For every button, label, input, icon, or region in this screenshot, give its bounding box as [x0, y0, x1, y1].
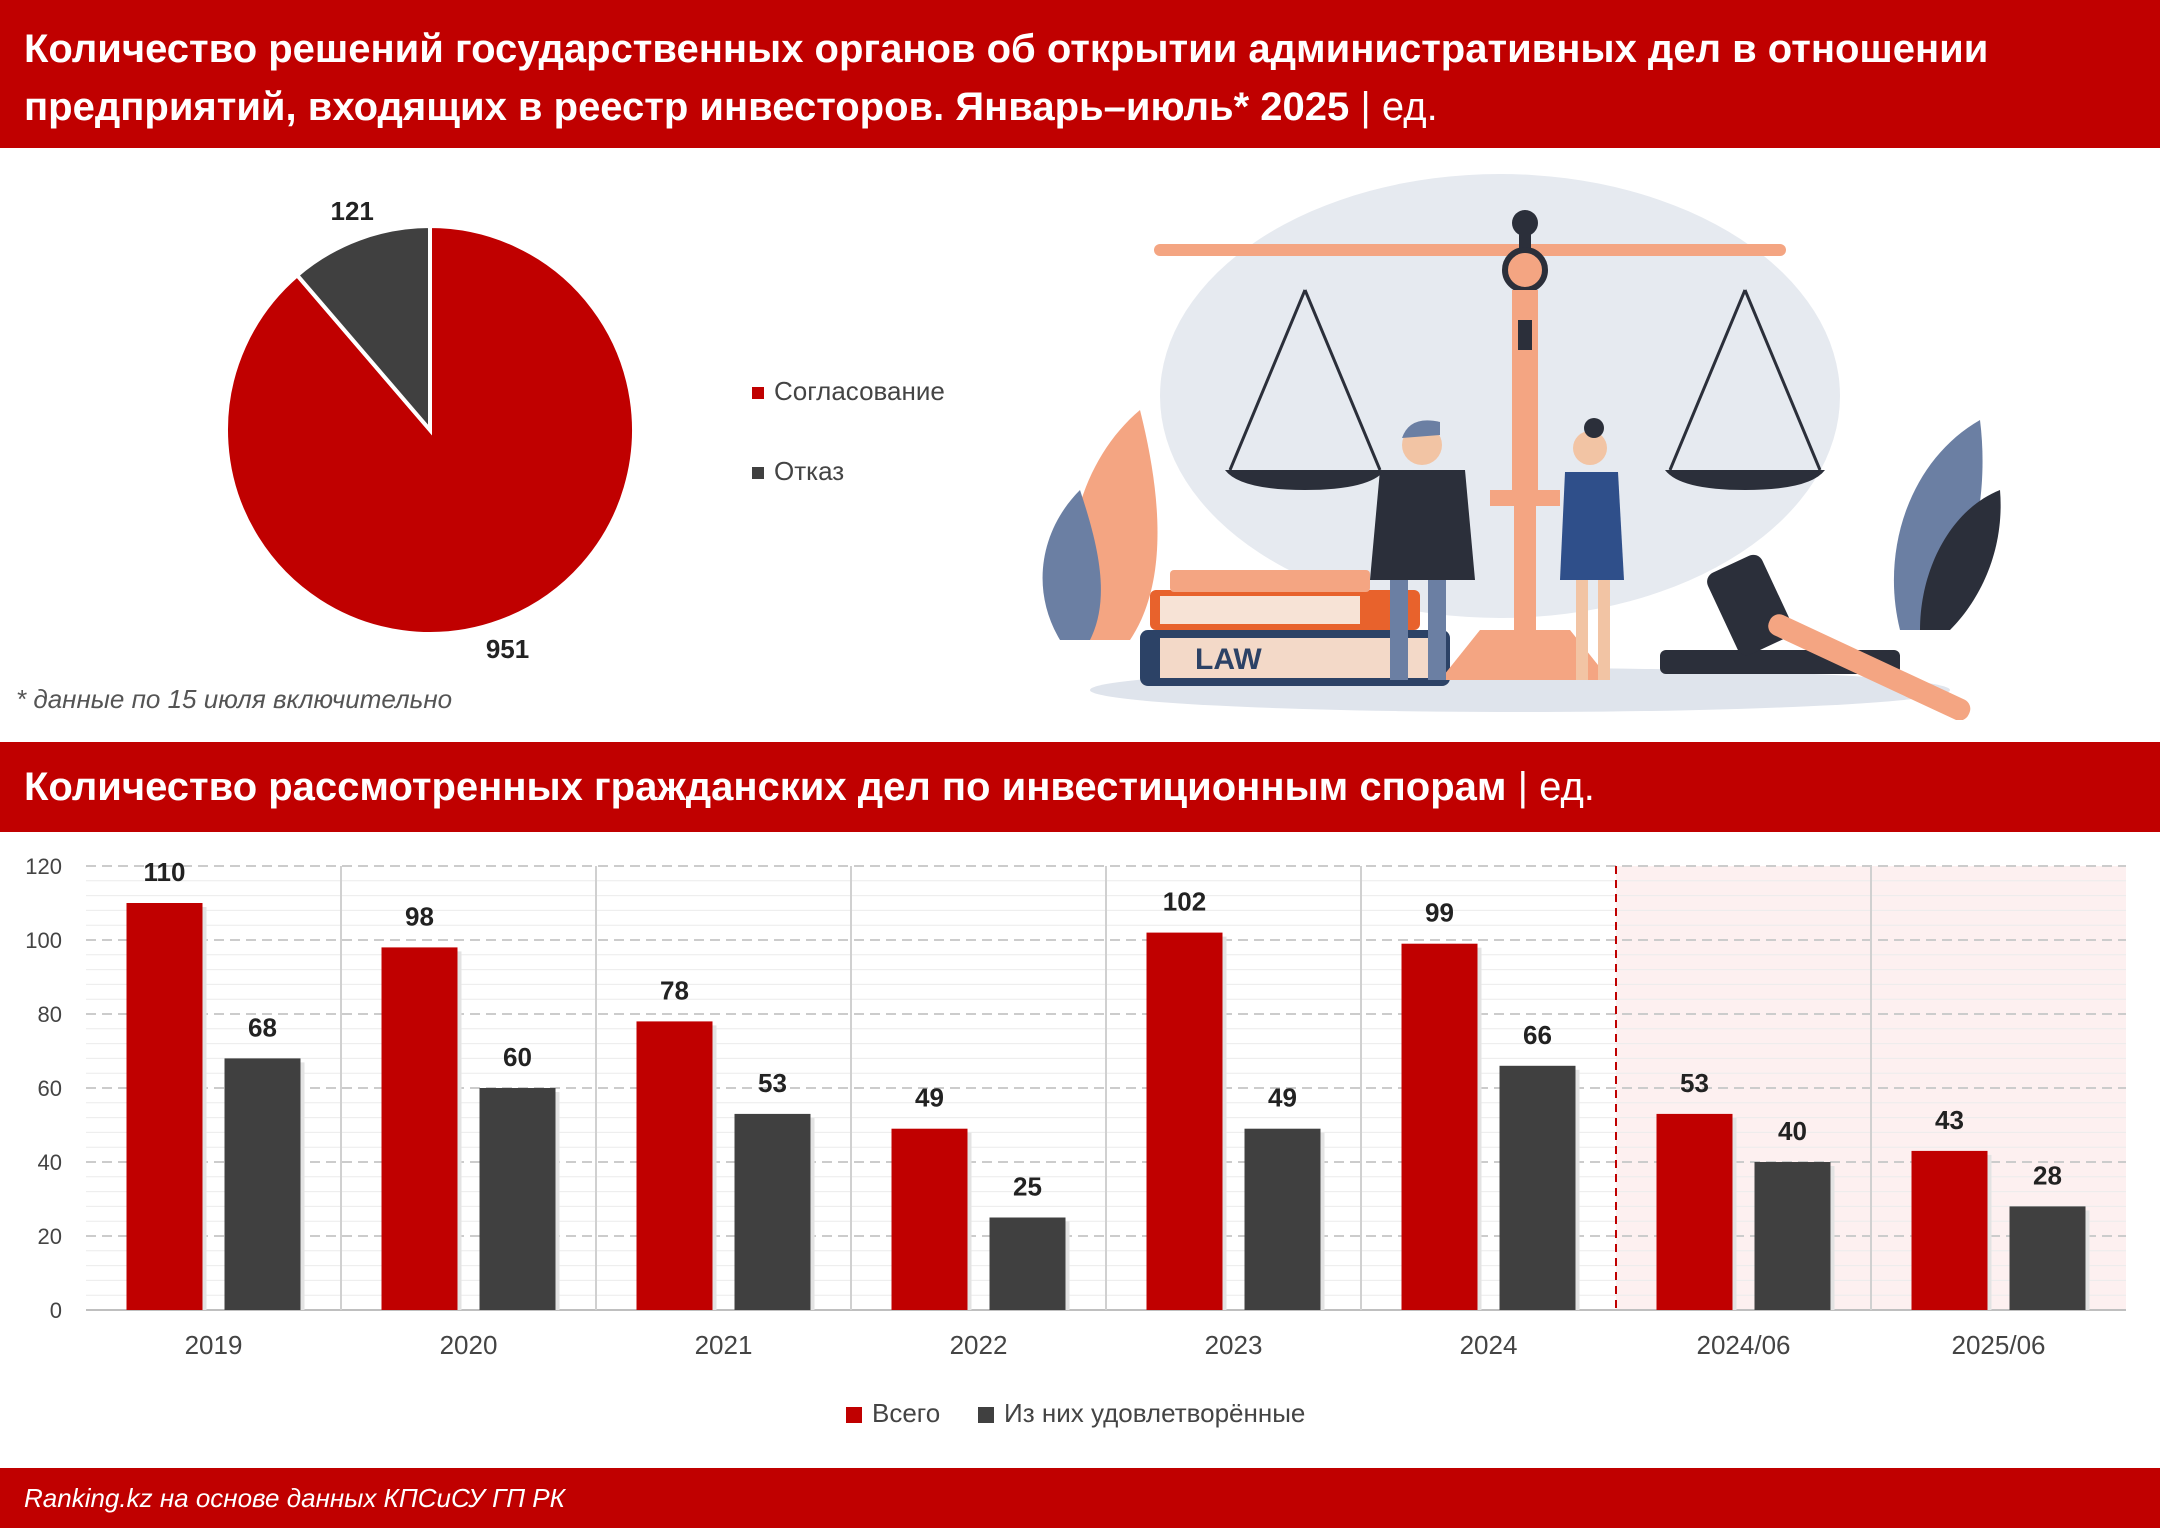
section2-title: Количество рассмотренных гражданских дел…	[24, 765, 1595, 809]
footnote: * данные по 15 июля включительно	[16, 684, 453, 714]
pie-legend-refusal: Отказ	[752, 456, 844, 487]
bar-satisfied	[734, 1113, 811, 1310]
source-band: Ranking.kz на основе данных КПСиСУ ГП РК	[0, 1468, 2160, 1528]
x-tick-label: 2024	[1460, 1330, 1518, 1360]
y-tick-label: 0	[50, 1298, 62, 1323]
bar-total	[126, 903, 203, 1310]
pie-label-approval: 951	[486, 634, 529, 664]
bar-legend-satisfied: Из них удовлетворённые	[978, 1398, 1305, 1429]
y-tick-label: 60	[38, 1076, 62, 1101]
x-tick-label: 2023	[1205, 1330, 1263, 1360]
pie-slice-refusal	[294, 223, 432, 436]
legend-label-total: Всего	[872, 1398, 941, 1428]
legend-swatch-approval	[752, 387, 764, 400]
bar-satisfied	[989, 1217, 1066, 1310]
legend-swatch-refusal	[752, 467, 764, 480]
x-tick-label: 2022	[950, 1330, 1008, 1360]
legend-swatch-total	[846, 1407, 862, 1423]
data-label-satisfied: 28	[2033, 1160, 2062, 1190]
page-title: Количество решений государственных орган…	[24, 27, 1989, 129]
bar-total	[381, 947, 458, 1310]
bar-total	[1911, 1150, 1988, 1310]
y-tick-label: 100	[25, 928, 62, 953]
bar-satisfied	[1244, 1128, 1321, 1310]
data-label-satisfied: 60	[503, 1042, 532, 1072]
data-label-total: 53	[1680, 1068, 1709, 1098]
data-label-total: 98	[405, 901, 434, 931]
y-tick-label: 40	[38, 1150, 62, 1175]
bar-satisfied	[2009, 1206, 2086, 1310]
bar-legend-total: Всего	[846, 1398, 940, 1429]
source-note: Ranking.kz на основе данных КПСиСУ ГП РК	[24, 1483, 565, 1513]
legend-label-approval: Согласование	[774, 376, 945, 406]
bar-chart: 0 20 40 60 80 100 120 110 68 2019 98 60 2020 78 53 2021…	[25, 854, 2126, 1360]
x-tick-label: 2020	[440, 1330, 498, 1360]
data-label-total: 102	[1163, 887, 1206, 917]
pie-label-refusal: 121	[331, 196, 374, 226]
justice-illustration: LAW	[1042, 174, 2001, 720]
bar-total	[891, 1128, 968, 1310]
x-tick-label: 2024/06	[1697, 1330, 1791, 1360]
data-label-satisfied: 49	[1268, 1083, 1297, 1113]
pie-chart: 951 121	[224, 196, 636, 664]
section2-band: Количество рассмотренных гражданских дел…	[0, 742, 2160, 832]
bar-satisfied	[224, 1058, 301, 1310]
data-label-total: 43	[1935, 1105, 1964, 1135]
data-label-satisfied: 25	[1013, 1172, 1042, 1202]
data-label-satisfied: 66	[1523, 1020, 1552, 1050]
x-tick-label: 2025/06	[1952, 1330, 2046, 1360]
bar-total	[1401, 943, 1478, 1310]
x-tick-label: 2019	[185, 1330, 243, 1360]
bar-total	[636, 1021, 713, 1310]
bar-satisfied	[1754, 1162, 1831, 1310]
data-label-total: 49	[915, 1083, 944, 1113]
header-band: Количество решений государственных орган…	[0, 0, 2160, 148]
law-book-label: LAW	[1195, 643, 1262, 676]
y-tick-label: 20	[38, 1224, 62, 1249]
bar-satisfied	[1499, 1065, 1576, 1310]
legend-label-refusal: Отказ	[774, 456, 845, 486]
y-tick-label: 120	[25, 854, 62, 879]
bar-satisfied	[479, 1088, 556, 1310]
pie-legend-approval: Согласование	[752, 376, 945, 407]
y-tick-label: 80	[38, 1002, 62, 1027]
bar-total	[1146, 932, 1223, 1310]
data-label-total: 110	[144, 857, 186, 887]
x-tick-label: 2021	[695, 1330, 753, 1360]
data-label-satisfied: 53	[758, 1068, 787, 1098]
bar-total	[1656, 1113, 1733, 1310]
data-label-total: 78	[660, 975, 689, 1005]
data-label-satisfied: 68	[248, 1012, 277, 1042]
data-label-satisfied: 40	[1778, 1116, 1807, 1146]
data-label-total: 99	[1425, 898, 1454, 928]
legend-swatch-satisfied	[978, 1407, 994, 1423]
legend-label-satisfied: Из них удовлетворённые	[1004, 1398, 1306, 1428]
